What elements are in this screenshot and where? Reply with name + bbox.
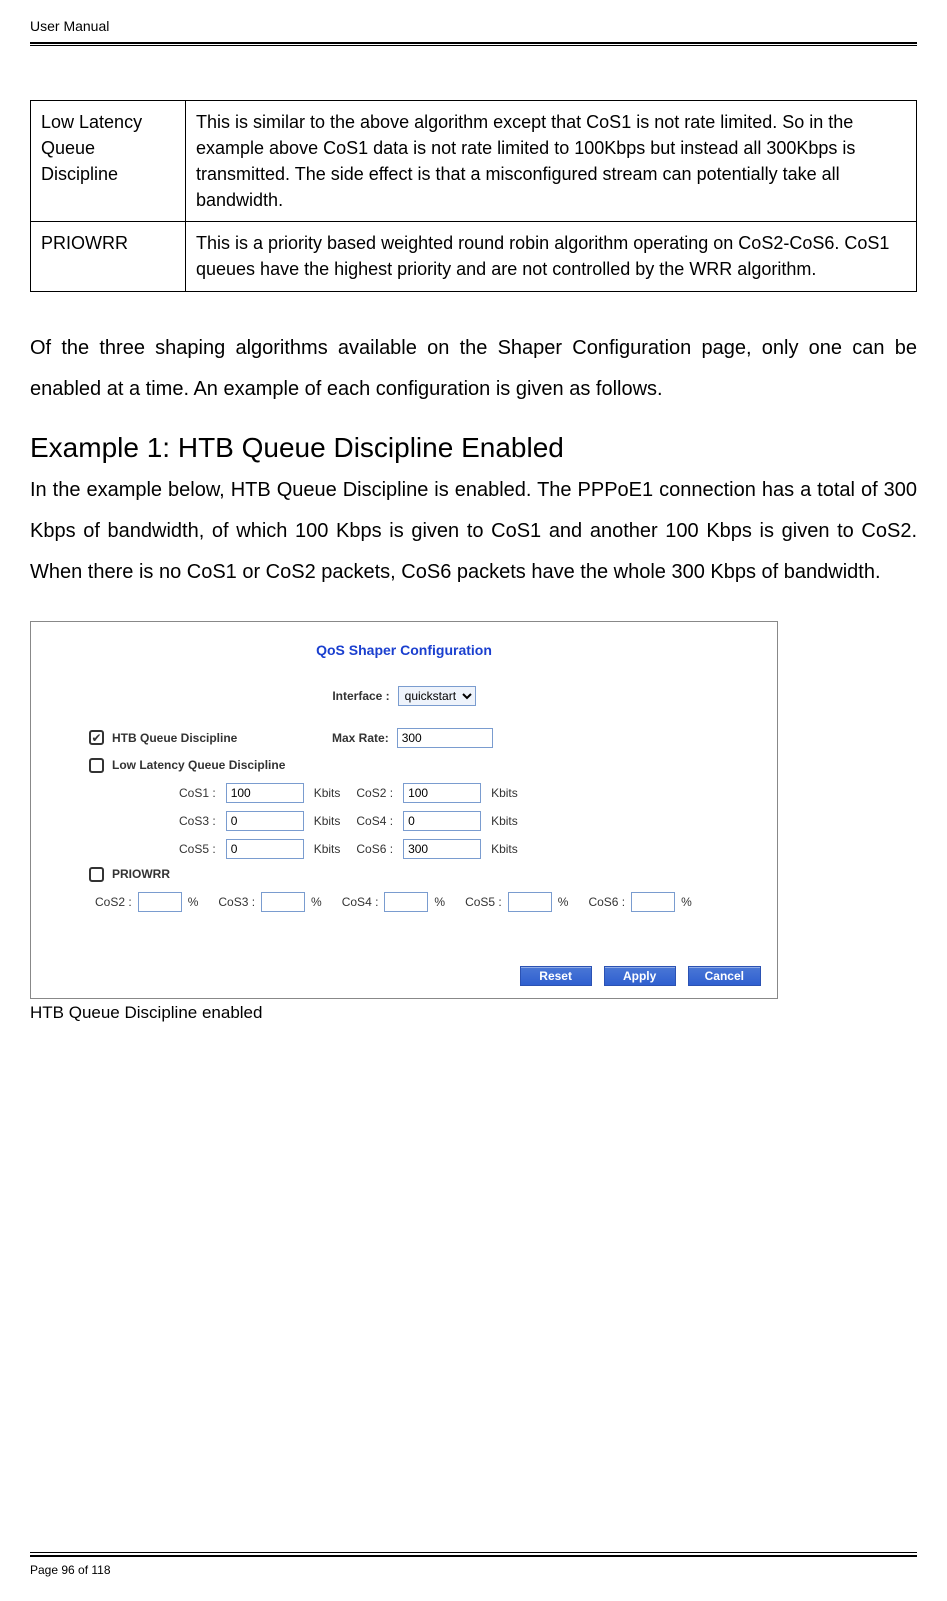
pct-label: %: [188, 895, 199, 909]
header-rule-thick: [30, 42, 917, 44]
cos-unit: Kbits: [491, 786, 518, 800]
footer-rule-thick: [30, 1555, 917, 1557]
interface-label: Interface :: [332, 689, 389, 703]
pct-label: %: [311, 895, 322, 909]
cancel-button[interactable]: Cancel: [688, 966, 761, 986]
desc-cell: This is similar to the above algorithm e…: [186, 101, 917, 222]
cos3-input[interactable]: [226, 811, 304, 831]
priowrr-label: PRIOWRR: [112, 867, 170, 881]
figure-caption: HTB Queue Discipline enabled: [30, 1003, 917, 1023]
htb-checkbox[interactable]: ✔: [89, 730, 104, 745]
priowrr-checkbox[interactable]: [89, 867, 104, 882]
htb-label: HTB Queue Discipline: [112, 731, 332, 745]
example-heading: Example 1: HTB Queue Discipline Enabled: [30, 432, 917, 464]
paragraph-intro: Of the three shaping algorithms availabl…: [30, 328, 917, 410]
llq-checkbox[interactable]: [89, 758, 104, 773]
table-row: Low Latency Queue Discipline This is sim…: [31, 101, 917, 222]
cos1-input[interactable]: [226, 783, 304, 803]
footer-rule-thin: [30, 1552, 917, 1553]
cos-unit: Kbits: [314, 842, 341, 856]
table-row: PRIOWRR This is a priority based weighte…: [31, 222, 917, 291]
pct-label: %: [558, 895, 569, 909]
desc-cell: This is a priority based weighted round …: [186, 222, 917, 291]
term-cell: Low Latency Queue Discipline: [31, 101, 186, 222]
cos5-input[interactable]: [226, 839, 304, 859]
cos-unit: Kbits: [491, 842, 518, 856]
qos-screenshot: QoS Shaper Configuration Interface : qui…: [30, 621, 778, 999]
wrr-cos3-input[interactable]: [261, 892, 305, 912]
cos1-label: CoS1 :: [179, 786, 216, 800]
cos4-input[interactable]: [403, 811, 481, 831]
maxrate-input[interactable]: [397, 728, 493, 748]
wrr-cos4-label: CoS4 :: [342, 895, 379, 909]
doc-header-title: User Manual: [30, 18, 917, 34]
cos4-label: CoS4 :: [356, 814, 393, 828]
panel-title: QoS Shaper Configuration: [49, 642, 759, 658]
wrr-cos2-input[interactable]: [138, 892, 182, 912]
interface-select[interactable]: quickstart: [398, 686, 476, 706]
wrr-cos4-input[interactable]: [384, 892, 428, 912]
paragraph-example: In the example below, HTB Queue Discipli…: [30, 470, 917, 593]
cos2-input[interactable]: [403, 783, 481, 803]
llq-label: Low Latency Queue Discipline: [112, 758, 285, 772]
reset-button[interactable]: Reset: [520, 966, 592, 986]
pct-label: %: [681, 895, 692, 909]
maxrate-label: Max Rate:: [332, 731, 389, 745]
page-number: Page 96 of 118: [30, 1563, 917, 1577]
wrr-cos3-label: CoS3 :: [218, 895, 255, 909]
wrr-cos5-input[interactable]: [508, 892, 552, 912]
definitions-table: Low Latency Queue Discipline This is sim…: [30, 100, 917, 292]
pct-label: %: [434, 895, 445, 909]
cos5-label: CoS5 :: [179, 842, 216, 856]
cos6-input[interactable]: [403, 839, 481, 859]
page-footer: Page 96 of 118: [30, 1552, 917, 1577]
cos-unit: Kbits: [314, 786, 341, 800]
wrr-cos6-label: CoS6 :: [588, 895, 625, 909]
cos-unit: Kbits: [491, 814, 518, 828]
term-cell: PRIOWRR: [31, 222, 186, 291]
cos6-label: CoS6 :: [356, 842, 393, 856]
cos3-label: CoS3 :: [179, 814, 216, 828]
wrr-cos2-label: CoS2 :: [95, 895, 132, 909]
cos2-label: CoS2 :: [356, 786, 393, 800]
wrr-cos6-input[interactable]: [631, 892, 675, 912]
cos-unit: Kbits: [314, 814, 341, 828]
wrr-cos5-label: CoS5 :: [465, 895, 502, 909]
apply-button[interactable]: Apply: [604, 966, 676, 986]
